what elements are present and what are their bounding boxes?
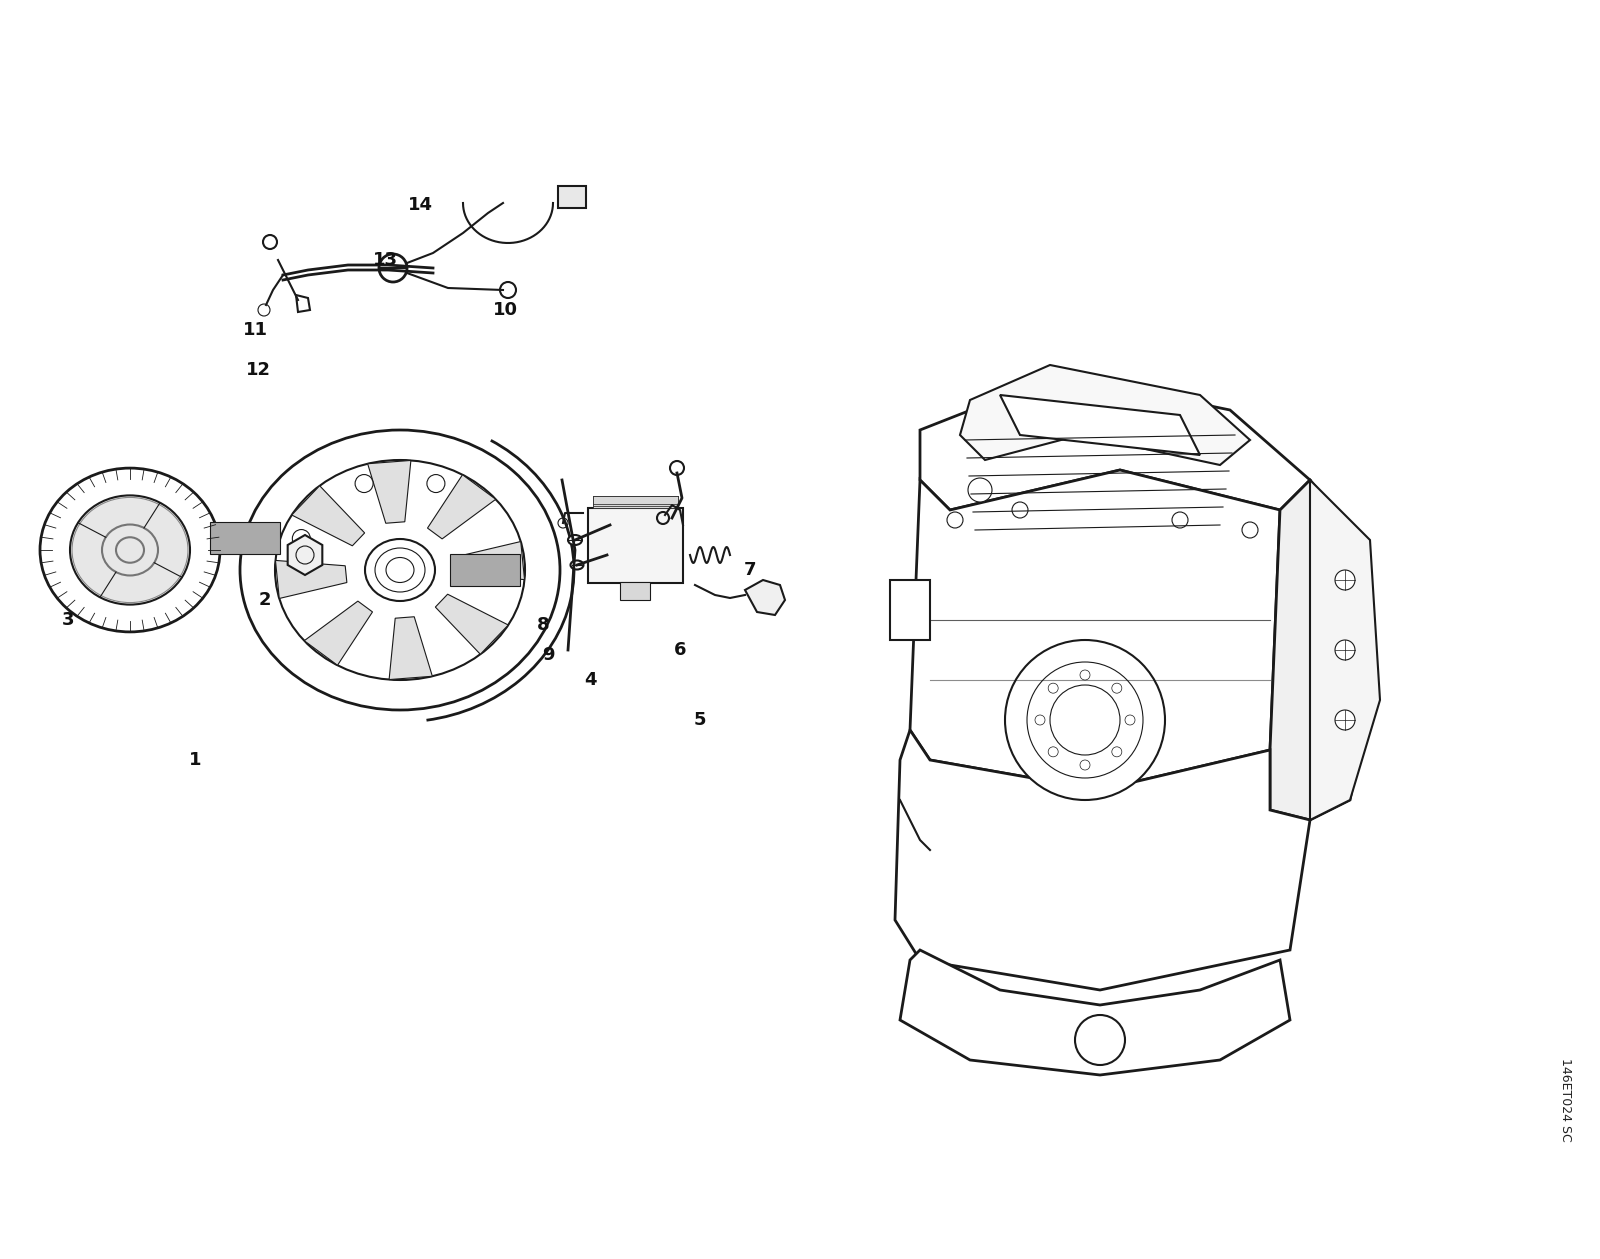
Circle shape <box>1334 710 1355 730</box>
Bar <box>210 522 280 554</box>
Text: 3: 3 <box>62 611 74 630</box>
Text: 10: 10 <box>493 301 517 319</box>
Polygon shape <box>746 580 786 614</box>
Bar <box>594 496 678 506</box>
Text: 1: 1 <box>189 752 202 769</box>
Bar <box>558 186 586 208</box>
Text: 5: 5 <box>694 711 706 729</box>
Text: 8: 8 <box>536 616 549 635</box>
Text: 4: 4 <box>584 671 597 689</box>
Ellipse shape <box>72 497 189 603</box>
Ellipse shape <box>568 535 582 545</box>
Circle shape <box>1005 640 1165 799</box>
Bar <box>621 582 650 601</box>
Bar <box>594 496 678 507</box>
Ellipse shape <box>571 560 584 569</box>
Circle shape <box>968 478 992 502</box>
Polygon shape <box>427 475 496 539</box>
Polygon shape <box>291 486 365 546</box>
Text: 12: 12 <box>245 361 270 379</box>
Bar <box>594 496 678 504</box>
Text: 11: 11 <box>243 321 267 339</box>
Circle shape <box>427 475 445 492</box>
Polygon shape <box>1310 480 1379 820</box>
Polygon shape <box>894 730 1310 990</box>
Text: 146ET024 SC: 146ET024 SC <box>1558 1058 1571 1142</box>
Polygon shape <box>960 365 1250 465</box>
Polygon shape <box>920 375 1310 510</box>
Text: 6: 6 <box>674 641 686 658</box>
Polygon shape <box>453 541 525 579</box>
Bar <box>589 507 683 583</box>
Circle shape <box>1334 640 1355 660</box>
Polygon shape <box>368 461 411 524</box>
Polygon shape <box>275 560 347 598</box>
Circle shape <box>1075 1015 1125 1065</box>
Polygon shape <box>435 594 509 655</box>
Text: 9: 9 <box>542 646 554 663</box>
Polygon shape <box>910 470 1280 789</box>
Circle shape <box>1334 570 1355 590</box>
Text: 14: 14 <box>408 196 432 214</box>
Circle shape <box>1013 502 1027 517</box>
Polygon shape <box>389 617 432 680</box>
Circle shape <box>947 512 963 528</box>
Text: 2: 2 <box>259 590 272 609</box>
Ellipse shape <box>240 431 560 710</box>
Circle shape <box>1242 522 1258 538</box>
Circle shape <box>1171 512 1187 528</box>
Circle shape <box>355 475 373 492</box>
Polygon shape <box>1270 480 1370 820</box>
Polygon shape <box>1000 395 1200 454</box>
Bar <box>450 554 520 585</box>
Polygon shape <box>304 601 373 665</box>
Ellipse shape <box>40 468 221 632</box>
Circle shape <box>293 530 310 548</box>
Polygon shape <box>288 535 322 575</box>
Text: 7: 7 <box>744 562 757 579</box>
Ellipse shape <box>365 539 435 601</box>
Text: 13: 13 <box>373 251 397 269</box>
Polygon shape <box>899 951 1290 1075</box>
Bar <box>890 580 930 640</box>
